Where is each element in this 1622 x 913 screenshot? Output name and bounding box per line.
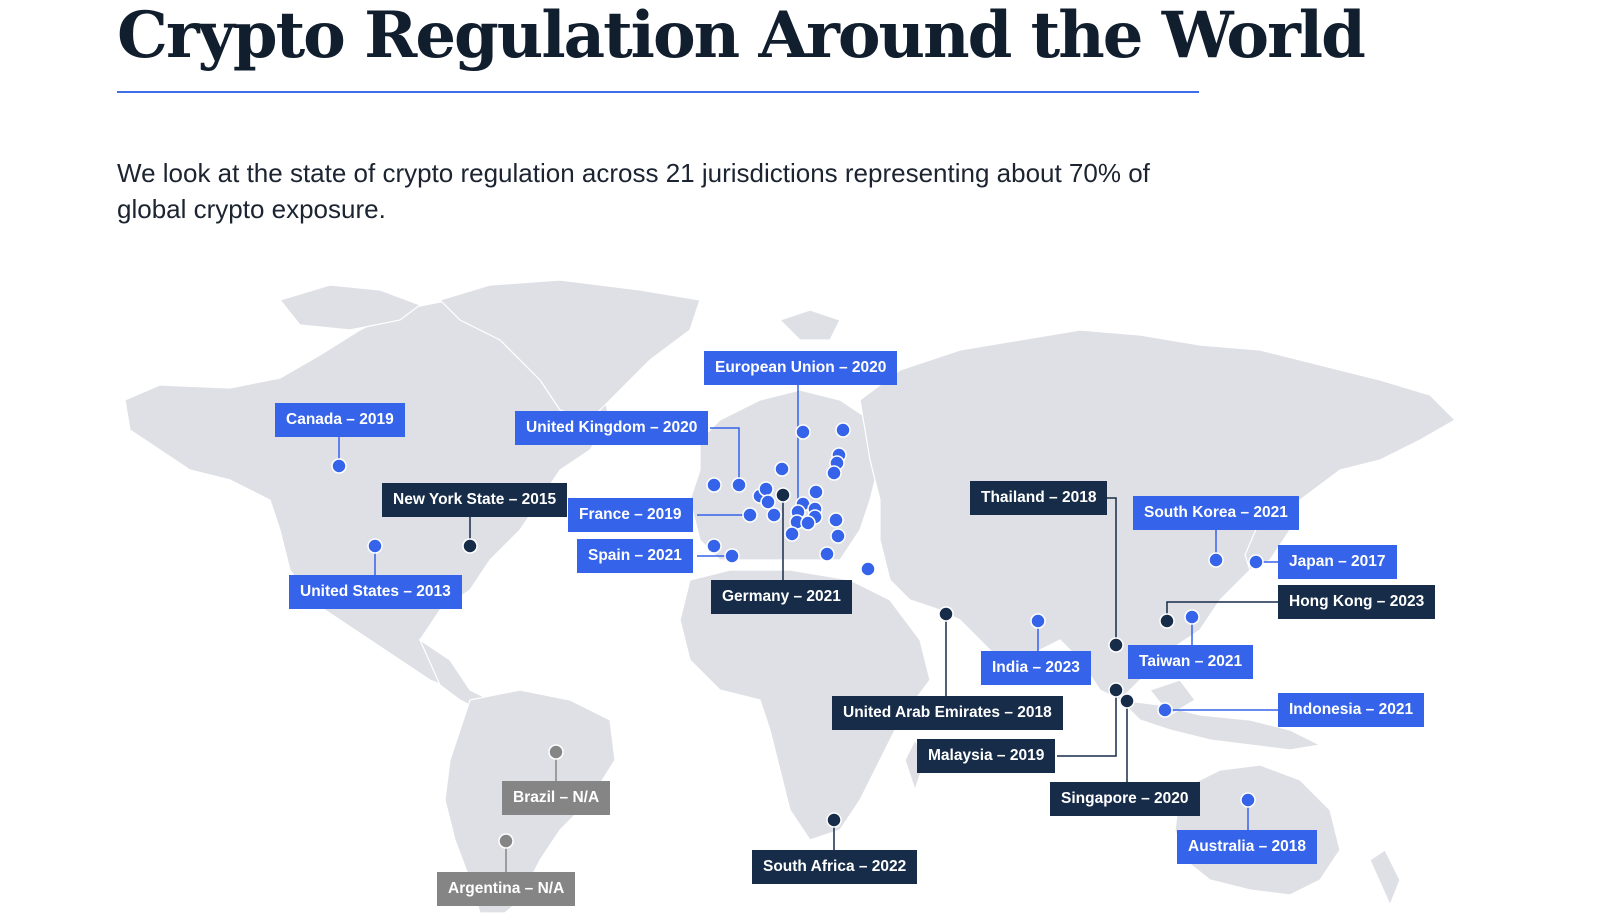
- label-malaysia[interactable]: Malaysia – 2019: [917, 739, 1056, 773]
- label-france[interactable]: France – 2019: [568, 498, 693, 532]
- label-hong-kong[interactable]: Hong Kong – 2023: [1278, 585, 1436, 619]
- world-map-graphic: [124, 279, 1456, 913]
- label-south-korea[interactable]: South Korea – 2021: [1133, 496, 1299, 530]
- label-south-africa[interactable]: South Africa – 2022: [752, 850, 918, 884]
- label-united-states[interactable]: United States – 2013: [289, 575, 462, 609]
- jurisdiction-dots: [331, 422, 1264, 849]
- label-india[interactable]: India – 2023: [981, 651, 1091, 685]
- label-japan[interactable]: Japan – 2017: [1278, 545, 1397, 579]
- label-canada[interactable]: Canada – 2019: [275, 403, 405, 437]
- label-thailand[interactable]: Thailand – 2018: [970, 481, 1108, 515]
- label-germany[interactable]: Germany – 2021: [711, 580, 852, 614]
- label-brazil[interactable]: Brazil – N/A: [502, 781, 611, 815]
- label-united-kingdom[interactable]: United Kingdom – 2020: [515, 411, 709, 445]
- label-european-union[interactable]: European Union – 2020: [704, 351, 898, 385]
- world-map: [0, 260, 1622, 913]
- label-singapore[interactable]: Singapore – 2020: [1050, 782, 1200, 816]
- label-argentina[interactable]: Argentina – N/A: [437, 872, 576, 906]
- label-australia[interactable]: Australia – 2018: [1177, 830, 1318, 864]
- label-new-york-state[interactable]: New York State – 2015: [382, 483, 568, 517]
- intro-paragraph: We look at the state of crypto regulatio…: [117, 158, 1150, 224]
- label-taiwan[interactable]: Taiwan – 2021: [1128, 645, 1254, 679]
- label-spain[interactable]: Spain – 2021: [577, 539, 693, 573]
- label-indonesia[interactable]: Indonesia – 2021: [1278, 693, 1425, 727]
- page-title: Crypto Regulation Around the World: [117, 0, 1366, 73]
- title-divider: [117, 91, 1199, 93]
- label-united-arab-emirates[interactable]: United Arab Emirates – 2018: [832, 696, 1063, 730]
